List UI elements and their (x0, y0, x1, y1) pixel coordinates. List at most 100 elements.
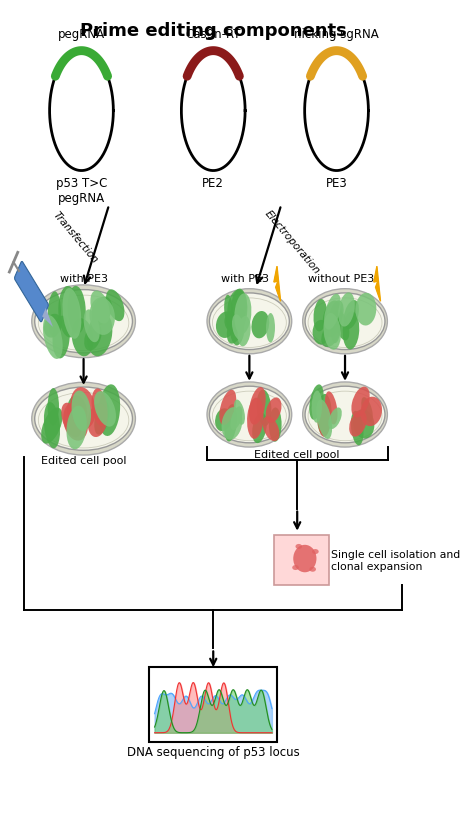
Ellipse shape (361, 397, 382, 426)
Ellipse shape (361, 397, 373, 422)
Ellipse shape (295, 544, 302, 549)
Ellipse shape (266, 397, 282, 423)
Ellipse shape (84, 309, 100, 342)
Ellipse shape (309, 384, 324, 420)
Ellipse shape (72, 390, 91, 431)
Ellipse shape (44, 402, 60, 449)
Text: pegRNA: pegRNA (58, 28, 105, 41)
Ellipse shape (317, 394, 332, 436)
Ellipse shape (58, 286, 79, 338)
Ellipse shape (231, 289, 247, 329)
Ellipse shape (70, 387, 96, 429)
Ellipse shape (234, 399, 245, 425)
Ellipse shape (316, 399, 332, 439)
Text: p53 T>C
pegRNA: p53 T>C pegRNA (56, 177, 107, 205)
Ellipse shape (207, 382, 292, 447)
Ellipse shape (351, 387, 370, 418)
Ellipse shape (338, 292, 355, 327)
Polygon shape (42, 308, 53, 327)
Ellipse shape (94, 391, 116, 427)
Ellipse shape (43, 315, 63, 359)
Ellipse shape (356, 293, 376, 325)
Ellipse shape (44, 314, 62, 338)
Ellipse shape (68, 286, 86, 334)
Ellipse shape (256, 389, 272, 426)
Text: DNA sequencing of p53 locus: DNA sequencing of p53 locus (127, 746, 300, 759)
Ellipse shape (210, 386, 289, 443)
Text: PE3: PE3 (326, 177, 347, 190)
Ellipse shape (224, 404, 237, 441)
Ellipse shape (232, 314, 244, 339)
Ellipse shape (311, 390, 322, 423)
Text: Edited cell pool: Edited cell pool (41, 456, 127, 466)
Ellipse shape (230, 406, 242, 430)
Ellipse shape (324, 294, 341, 329)
Ellipse shape (61, 403, 82, 437)
Text: Electroporation: Electroporation (263, 208, 321, 276)
Ellipse shape (53, 315, 70, 359)
Ellipse shape (87, 312, 112, 356)
Ellipse shape (323, 313, 341, 349)
Ellipse shape (219, 389, 236, 425)
Ellipse shape (66, 405, 87, 450)
Text: Prime editing components: Prime editing components (80, 22, 346, 39)
Ellipse shape (237, 316, 251, 346)
Ellipse shape (252, 413, 267, 443)
Ellipse shape (216, 311, 236, 338)
Ellipse shape (321, 322, 340, 347)
Ellipse shape (47, 388, 59, 425)
Ellipse shape (234, 294, 251, 334)
Ellipse shape (349, 410, 367, 437)
Text: Edited cell pool: Edited cell pool (255, 450, 340, 460)
Ellipse shape (227, 309, 246, 344)
Ellipse shape (312, 320, 329, 344)
Ellipse shape (351, 411, 364, 445)
Ellipse shape (35, 387, 132, 450)
Ellipse shape (98, 384, 120, 436)
Ellipse shape (266, 313, 275, 343)
Text: with PE3: with PE3 (60, 274, 108, 284)
Ellipse shape (344, 300, 359, 329)
Ellipse shape (94, 402, 109, 435)
Ellipse shape (210, 293, 289, 349)
Ellipse shape (221, 407, 242, 440)
Bar (149, 667, 277, 741)
Ellipse shape (215, 409, 232, 431)
Ellipse shape (263, 416, 280, 441)
Ellipse shape (323, 300, 342, 337)
Ellipse shape (91, 389, 108, 426)
Ellipse shape (305, 293, 385, 349)
Ellipse shape (227, 312, 241, 329)
Text: Cas9n-RT: Cas9n-RT (185, 28, 241, 41)
Ellipse shape (84, 324, 101, 350)
Ellipse shape (310, 567, 316, 572)
Ellipse shape (32, 382, 136, 455)
Bar (274, 535, 329, 585)
Ellipse shape (292, 565, 299, 570)
FancyBboxPatch shape (15, 261, 48, 322)
Text: Single cell isolation and
clonal expansion: Single cell isolation and clonal expansi… (331, 550, 460, 572)
Ellipse shape (325, 391, 337, 425)
Ellipse shape (303, 382, 387, 447)
Ellipse shape (305, 386, 385, 443)
Polygon shape (374, 266, 381, 301)
Polygon shape (274, 266, 281, 301)
Ellipse shape (32, 285, 136, 358)
Ellipse shape (106, 289, 125, 321)
Ellipse shape (343, 311, 359, 349)
Ellipse shape (303, 289, 387, 354)
Ellipse shape (67, 395, 87, 428)
Text: without PE3: without PE3 (308, 274, 374, 284)
Ellipse shape (47, 291, 61, 337)
Ellipse shape (88, 404, 108, 437)
Text: Transfection: Transfection (51, 210, 100, 266)
Ellipse shape (251, 311, 269, 339)
Text: nicking sgRNA: nicking sgRNA (294, 28, 379, 41)
Ellipse shape (247, 398, 264, 439)
Ellipse shape (330, 312, 340, 343)
Ellipse shape (318, 402, 330, 437)
Ellipse shape (35, 289, 132, 353)
Text: with PE3: with PE3 (221, 274, 269, 284)
Ellipse shape (41, 408, 63, 444)
Ellipse shape (328, 408, 342, 429)
